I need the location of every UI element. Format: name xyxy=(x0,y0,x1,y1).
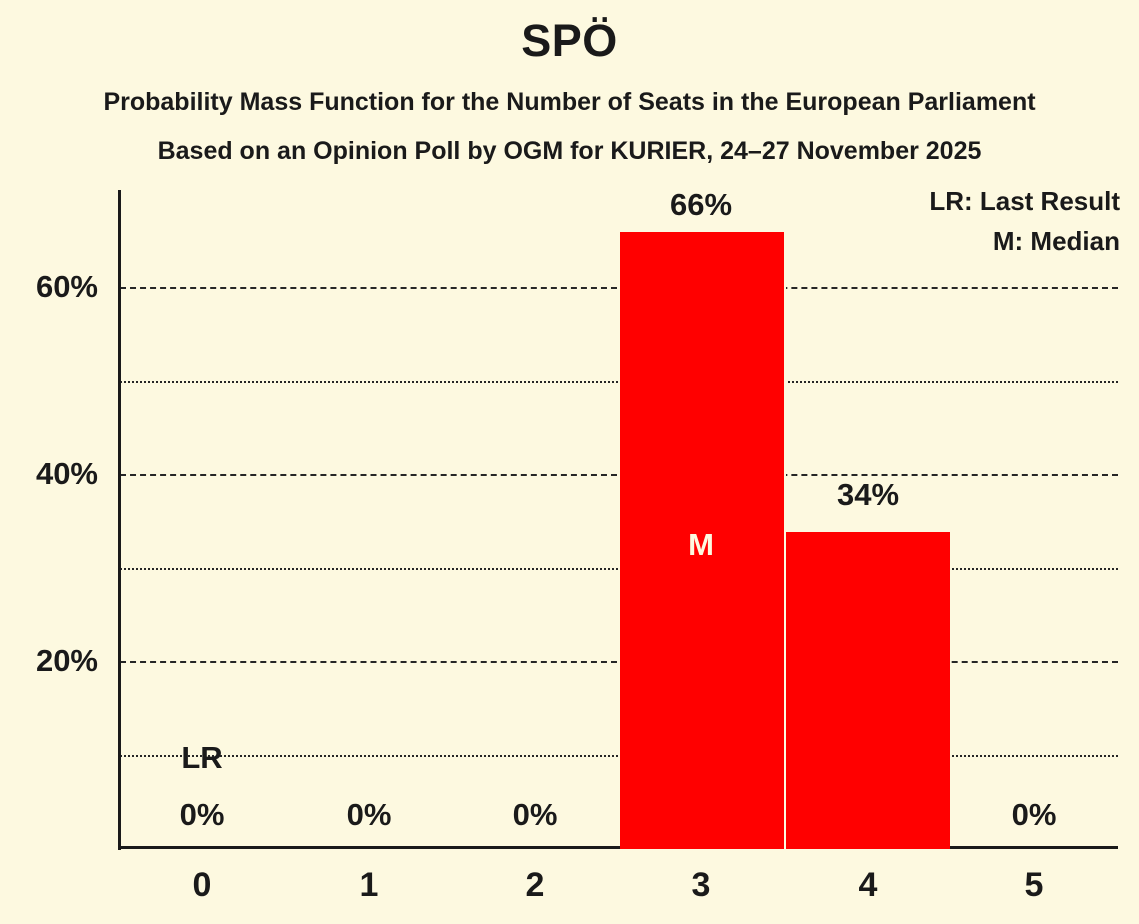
gridline-50 xyxy=(120,381,1118,383)
bar-value-1: 0% xyxy=(346,797,392,832)
marker-last-result: LR xyxy=(181,740,223,775)
x-axis-label-4: 4 xyxy=(858,866,878,904)
marker-median: M xyxy=(688,527,714,562)
bar-value-3: 66% xyxy=(669,187,733,222)
y-axis-label-60: 60% xyxy=(35,269,98,304)
chart-subtitle-primary: Probability Mass Function for the Number… xyxy=(103,88,1036,116)
bar-value-2: 0% xyxy=(512,797,558,832)
bar-value-0: 0% xyxy=(179,797,225,832)
x-axis-line xyxy=(118,846,1118,849)
gridline-40 xyxy=(120,474,1118,476)
bar-value-5: 0% xyxy=(1011,797,1057,832)
legend-median: M: Median xyxy=(992,226,1120,256)
x-axis-label-2: 2 xyxy=(525,866,545,904)
x-axis-label-1: 1 xyxy=(359,866,379,904)
y-axis-label-40: 40% xyxy=(35,456,98,491)
page-title: SPÖ xyxy=(521,15,618,66)
y-axis-label-20: 20% xyxy=(35,643,98,678)
gridline-10 xyxy=(120,755,1118,757)
chart-subtitle-secondary: Based on an Opinion Poll by OGM for KURI… xyxy=(157,137,982,165)
bar-separator xyxy=(784,232,786,849)
bar-3[interactable] xyxy=(620,232,786,849)
legend-last-result: LR: Last Result xyxy=(929,186,1120,216)
x-axis-label-3: 3 xyxy=(691,866,711,904)
gridline-30 xyxy=(120,568,1118,570)
bar-4[interactable] xyxy=(786,532,950,849)
plot-area xyxy=(120,190,1118,849)
x-axis-label-0: 0 xyxy=(192,866,212,904)
bar-value-4: 34% xyxy=(836,477,900,512)
gridline-20 xyxy=(120,661,1118,663)
y-axis-line xyxy=(118,190,121,850)
gridline-60 xyxy=(120,287,1118,289)
x-axis-label-5: 5 xyxy=(1024,866,1044,904)
